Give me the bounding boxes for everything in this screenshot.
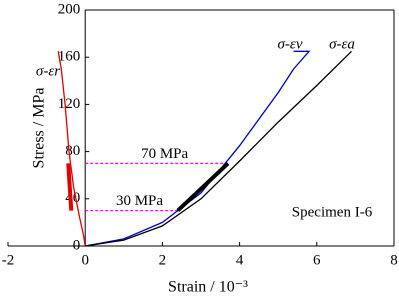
y-tick-label: 0 [73, 237, 81, 253]
y-tick-label: 160 [58, 49, 81, 65]
x-tick-label: 0 [81, 252, 89, 268]
y-axis-label: Stress / MPa [31, 88, 48, 169]
segment [66, 163, 74, 211]
series-label: σ-εa [329, 36, 355, 52]
x-tick-label: -2 [2, 252, 15, 268]
line [85, 50, 352, 247]
y-tick-label: 80 [65, 143, 80, 159]
segment [176, 161, 230, 213]
y-tick-label: 200 [58, 1, 81, 17]
x-tick-label: 4 [236, 252, 244, 268]
reference-label: 30 MPa [116, 193, 163, 209]
y-tick-label: 120 [58, 96, 81, 112]
series-label: σ-εr [36, 63, 60, 79]
annotation: Specimen I-6 [292, 204, 373, 220]
x-tick-label: 6 [313, 252, 321, 268]
line [57, 51, 86, 247]
line [85, 50, 311, 247]
x-tick-label: 8 [390, 252, 398, 268]
x-tick-label: 2 [159, 252, 167, 268]
reference-label: 70 MPa [141, 146, 188, 162]
series-label: σ-εv [278, 36, 303, 52]
x-axis-label: Strain / 10⁻³ [168, 279, 248, 296]
